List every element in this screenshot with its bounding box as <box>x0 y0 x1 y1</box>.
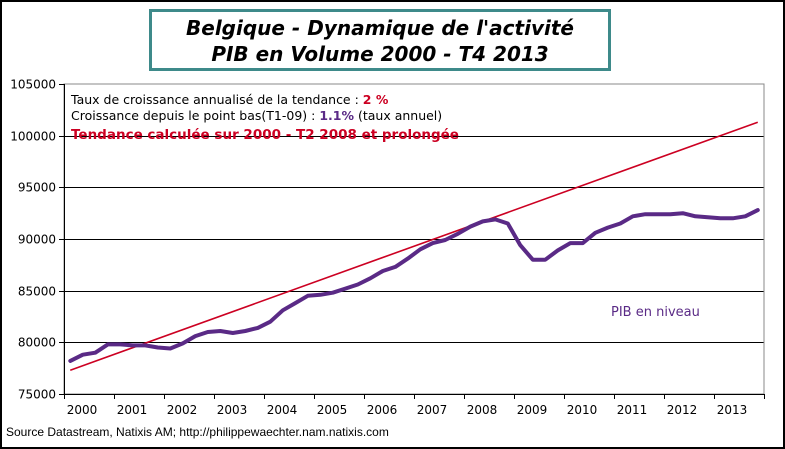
x-tick-label: 2004 <box>267 403 298 417</box>
series-label-pib: PIB en niveau <box>611 305 700 320</box>
chart-title-box: Belgique - Dynamique de l'activité PIB e… <box>149 9 611 71</box>
x-tick-label: 2011 <box>617 403 648 417</box>
source-note: Source Datastream, Natixis AM; http://ph… <box>6 425 389 439</box>
y-tick-label: 100000 <box>10 130 56 144</box>
growth-suffix: (taux annuel) <box>353 108 443 123</box>
trend-rate-value: 2 % <box>362 92 389 107</box>
growth-value: 1.1% <box>319 108 354 123</box>
series-line-pib <box>68 208 760 363</box>
x-tick-label: 2007 <box>417 403 448 417</box>
x-tick-label: 2010 <box>567 403 598 417</box>
x-tick-label: 2012 <box>667 403 698 417</box>
chart-subtitle: PIB en Volume 2000 - T4 2013 <box>211 42 549 66</box>
x-tick-label: 2000 <box>67 403 98 417</box>
x-tick-label: 2003 <box>217 403 248 417</box>
y-tick-label: 95000 <box>18 181 56 195</box>
growth-label: Croissance depuis le point bas(T1-09) : <box>71 108 320 123</box>
y-tick-label: 85000 <box>18 285 56 299</box>
y-tick-label: 90000 <box>18 233 56 247</box>
y-tick-label: 80000 <box>18 336 56 350</box>
annotation-trend-rate: Taux de croissance annualisé de la tenda… <box>71 92 388 107</box>
x-tick-label: 2009 <box>517 403 548 417</box>
x-tick-label: 2008 <box>467 403 498 417</box>
y-tick-label: 75000 <box>18 388 56 402</box>
x-tick-label: 2002 <box>167 403 198 417</box>
annotation-growth: Croissance depuis le point bas(T1-09) : … <box>71 108 442 123</box>
annotation-trend-note: Tendance calculée sur 2000 - T2 2008 et … <box>71 127 459 143</box>
x-tick-label: 2001 <box>117 403 148 417</box>
chart-title: Belgique - Dynamique de l'activité <box>186 16 574 40</box>
x-tick-label: 2013 <box>717 403 748 417</box>
x-tick-label: 2006 <box>367 403 398 417</box>
trend-rate-label: Taux de croissance annualisé de la tenda… <box>71 92 363 107</box>
x-tick-label: 2005 <box>317 403 348 417</box>
y-tick-label: 105000 <box>10 78 56 92</box>
series-line-trend <box>69 121 759 371</box>
